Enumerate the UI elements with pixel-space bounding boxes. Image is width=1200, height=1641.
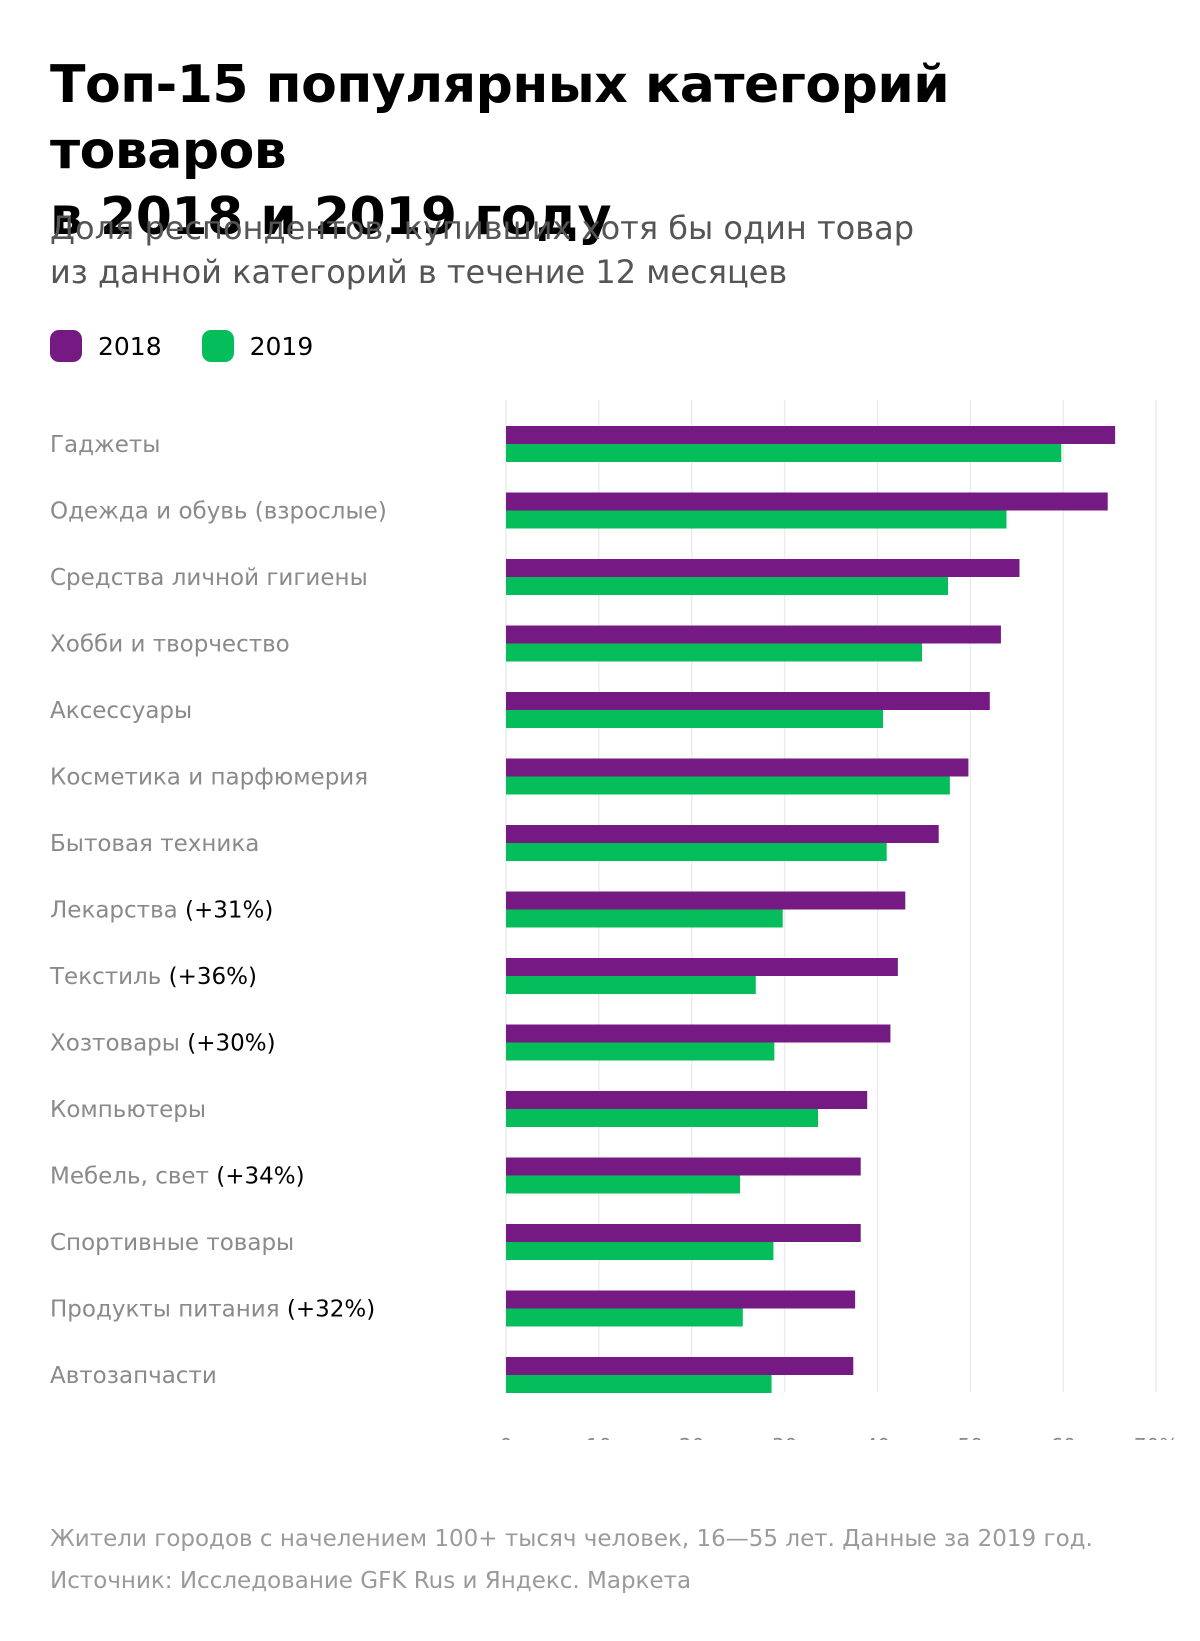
bar-2019: [506, 1308, 743, 1327]
category-change-note: (+36%): [161, 964, 257, 990]
category-label: Гаджеты: [50, 432, 160, 458]
bar-2019: [506, 510, 1007, 529]
category-label: Хобби и творчество: [50, 632, 290, 658]
legend-item-2018: 2018: [50, 330, 162, 362]
category-name: Одежда и обувь (взрослые): [50, 499, 387, 525]
bar-2019: [506, 1375, 772, 1393]
bar-2018: [506, 1357, 854, 1375]
bar-2018: [506, 758, 969, 777]
category-label: Продукты питания (+32%): [50, 1297, 375, 1323]
bar-2018: [506, 1024, 891, 1043]
category-name: Бытовая техника: [50, 831, 259, 857]
bar-2019: [506, 1042, 775, 1061]
category-change-note: (+32%): [280, 1297, 376, 1323]
footer-source: Источник: Исследование GFK Rus и Яндекс.…: [50, 1568, 692, 1594]
bar-chart: 0 10 20 30 40 50 60 70% Гаджеты Одежда и обувь (в…: [49, 400, 1178, 1440]
bar-2018: [506, 1091, 868, 1109]
category-name: Гаджеты: [50, 432, 160, 458]
bar-2018: [506, 1224, 861, 1242]
category-label: Спортивные товары: [50, 1230, 294, 1256]
bar-2018: [506, 625, 1001, 644]
legend-swatch-2019: [201, 330, 234, 362]
category-label: Компьютеры: [50, 1097, 206, 1123]
bar-2018: [506, 426, 1116, 444]
category-name: Текстиль: [49, 964, 161, 990]
category-label: Средства личной гигиены: [50, 565, 368, 591]
bar-2019: [506, 976, 756, 994]
bar-2018: [506, 692, 990, 710]
legend-label-2018: 2018: [98, 331, 162, 361]
category-change-note: (+31%): [178, 898, 274, 924]
footer-note: Жители городов с начелением 100+ тысяч ч…: [50, 1526, 1093, 1552]
category-change-note: (+30%): [180, 1031, 276, 1057]
x-tick-label: 60: [1050, 1434, 1075, 1440]
legend: 2018 2019: [50, 330, 353, 362]
x-tick-label: 20: [679, 1434, 704, 1440]
bar-2018: [506, 891, 906, 910]
x-tick-label: 50: [958, 1434, 983, 1440]
bar-2018: [506, 1157, 861, 1176]
bar-2018: [506, 1290, 856, 1309]
chart-subtitle: Доля респондентов, купивших хотя бы один…: [50, 206, 1150, 294]
category-name: Косметика и парфюмерия: [50, 765, 368, 791]
category-label: Косметика и парфюмерия: [50, 765, 368, 791]
footer: Жители городов с начелением 100+ тысяч ч…: [50, 1518, 1170, 1602]
category-name: Компьютеры: [50, 1097, 206, 1123]
category-label: Аксессуары: [50, 698, 192, 724]
bar-2018: [506, 492, 1108, 511]
legend-swatch-2018: [50, 330, 82, 362]
category-label: Автозапчасти: [50, 1363, 217, 1389]
chart-title: Топ-15 популярных категорий товаров в 20…: [50, 52, 1150, 250]
category-change-note: (+34%): [209, 1164, 305, 1190]
bar-2018: [506, 825, 939, 843]
category-name: Автозапчасти: [50, 1363, 217, 1389]
category-name: Хобби и творчество: [50, 632, 290, 658]
x-tick-label: 10: [586, 1434, 611, 1440]
chart-title-line-2: в 2018 и 2019 году: [50, 187, 612, 247]
bar-2019: [506, 909, 783, 928]
category-label: Бытовая техника: [50, 831, 259, 857]
category-label: Мебель, свет (+34%): [50, 1164, 305, 1190]
bar-2018: [506, 559, 1020, 577]
category-name: Продукты питания: [50, 1297, 280, 1323]
category-name: Мебель, свет: [50, 1164, 209, 1190]
legend-label-2019: 2019: [249, 331, 314, 361]
x-tick-label: 0: [500, 1434, 513, 1440]
category-label: Одежда и обувь (взрослые): [50, 499, 387, 525]
x-tick-label: 40: [865, 1434, 890, 1440]
category-name: Средства личной гигиены: [50, 565, 368, 591]
category-name: Спортивные товары: [50, 1230, 294, 1256]
bar-2019: [506, 843, 887, 861]
bar-2019: [506, 1175, 740, 1194]
category-name: Хозтовары: [50, 1031, 180, 1057]
bar-2019: [506, 776, 950, 795]
x-tick-label: 70%: [1134, 1434, 1178, 1440]
chart-title-line-1: Топ-15 популярных категорий товаров: [50, 55, 950, 181]
chart-subtitle-line-1: Доля респондентов, купивших хотя бы один…: [50, 209, 914, 247]
bar-2018: [506, 958, 898, 976]
bar-2019: [506, 710, 883, 728]
chart-subtitle-line-2: из данной категорий в течение 12 месяцев: [50, 253, 788, 291]
bar-2019: [506, 643, 922, 662]
category-name: Лекарства: [50, 898, 178, 924]
category-label: Лекарства (+31%): [50, 898, 273, 924]
category-name: Аксессуары: [50, 698, 192, 724]
category-label: Хозтовары (+30%): [50, 1031, 276, 1057]
bar-2019: [506, 1242, 774, 1260]
legend-item-2019: 2019: [201, 330, 314, 362]
bar-2019: [506, 577, 948, 595]
bar-2019: [506, 444, 1062, 462]
category-label: Текстиль (+36%): [49, 964, 257, 990]
x-tick-label: 30: [772, 1434, 797, 1440]
bar-2019: [506, 1109, 818, 1127]
